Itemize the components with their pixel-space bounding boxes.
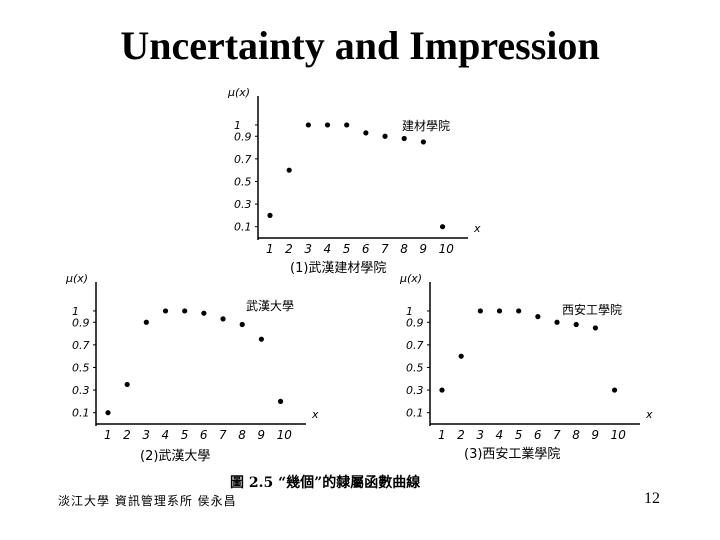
x-tick-label: 9 (419, 242, 427, 256)
x-tick-label: 5 (515, 428, 523, 442)
data-point (363, 130, 369, 136)
y-tick-label: 0.9 (406, 316, 424, 329)
x-tick-label: 2 (457, 428, 465, 442)
data-point (124, 381, 130, 388)
y-tick-label: 0.1 (406, 407, 424, 420)
x-tick-label: 2 (285, 242, 293, 256)
series-annotation: 武漢大學 (246, 299, 294, 313)
data-point (401, 135, 407, 142)
x-tick-label: 10 (277, 428, 293, 442)
x-tick-label: 6 (200, 428, 208, 442)
data-point (305, 122, 311, 128)
x-tick-label: 2 (123, 428, 131, 442)
slide-title: Uncertainty and Impression (120, 23, 600, 68)
data-point (239, 321, 245, 328)
x-tick-label: 3 (304, 242, 312, 256)
x-tick-label: 5 (343, 242, 351, 256)
y-tick-label: 0.1 (72, 407, 90, 420)
data-point (267, 212, 273, 218)
x-tick-label: 10 (611, 428, 627, 442)
data-point (220, 316, 226, 322)
y-tick-label: 0.5 (234, 175, 252, 188)
x-tick-label: 3 (476, 428, 484, 442)
y-tick-label: 0.3 (406, 384, 424, 397)
data-point (286, 167, 292, 173)
x-tick-label: 1 (438, 428, 446, 442)
x-tick-label: 3 (142, 428, 150, 442)
data-point (592, 325, 598, 331)
chart-caption: (3)西安工業學院 (464, 446, 560, 462)
data-point (105, 410, 111, 416)
y-axis-label: μ(x) (399, 272, 422, 285)
x-tick-label: 6 (362, 242, 370, 256)
x-tick-label: 10 (439, 242, 455, 256)
x-tick-label: 8 (572, 428, 580, 442)
y-tick-label: 0.3 (234, 198, 252, 211)
series-annotation: 建材學院 (402, 119, 450, 133)
x-tick-label: 1 (104, 428, 112, 442)
data-point (182, 308, 188, 314)
figure-caption: 圖 2.5 “幾個”的隸屬函數曲線 (230, 475, 421, 491)
data-point (258, 336, 264, 342)
y-tick-label: 1 (234, 119, 241, 132)
data-point (382, 133, 388, 139)
data-point (439, 224, 446, 230)
x-tick-label: 4 (496, 428, 504, 442)
y-tick-label: 0.5 (72, 361, 90, 374)
page-number: 12 (644, 490, 660, 507)
y-tick-label: 0.7 (234, 153, 252, 166)
data-point (535, 314, 541, 320)
y-axis-label: μ(x) (65, 272, 88, 285)
chart-caption: (1)武漢建材學院 (290, 261, 386, 276)
data-point (496, 308, 503, 314)
chart-caption: (2)武漢大學 (140, 449, 210, 464)
y-tick-label: 1 (72, 305, 79, 318)
x-tick-label: 4 (324, 242, 332, 256)
y-tick-label: 1 (406, 305, 413, 318)
series-annotation: 西安工學院 (562, 302, 622, 317)
x-tick-label: 9 (257, 428, 265, 442)
data-point (573, 321, 579, 328)
x-axis-label: x (473, 222, 481, 235)
x-tick-label: 7 (219, 428, 227, 442)
x-tick-label: 1 (266, 242, 274, 256)
data-point (201, 310, 207, 316)
data-point (420, 139, 426, 145)
data-point (458, 353, 464, 359)
data-point (277, 398, 284, 404)
x-tick-label: 4 (162, 428, 170, 442)
x-tick-label: 8 (400, 242, 408, 256)
y-axis-label: μ(x) (227, 86, 250, 99)
data-point (439, 387, 445, 393)
x-tick-label: 7 (381, 242, 389, 256)
data-point (516, 308, 522, 314)
y-tick-label: 0.7 (406, 339, 424, 352)
x-tick-label: 9 (591, 428, 599, 442)
x-axis-label: x (311, 408, 319, 421)
data-point (324, 122, 331, 128)
x-tick-label: 5 (181, 428, 189, 442)
data-point (344, 122, 350, 128)
y-tick-label: 0.5 (406, 361, 424, 374)
data-point (477, 308, 483, 314)
y-tick-label: 0.1 (234, 221, 252, 234)
y-tick-label: 0.9 (234, 130, 252, 143)
x-tick-label: 8 (238, 428, 246, 442)
footer-text: 淡江大學 資訊管理系所 侯永昌 (58, 494, 237, 508)
data-point (162, 308, 169, 314)
x-axis-label: x (645, 408, 653, 421)
x-tick-label: 6 (534, 428, 542, 442)
data-point (143, 319, 149, 325)
y-tick-label: 0.9 (72, 316, 90, 329)
y-tick-label: 0.7 (72, 339, 90, 352)
x-tick-label: 7 (553, 428, 561, 442)
data-point (611, 387, 618, 393)
y-tick-label: 0.3 (72, 384, 90, 397)
data-point (554, 319, 560, 325)
